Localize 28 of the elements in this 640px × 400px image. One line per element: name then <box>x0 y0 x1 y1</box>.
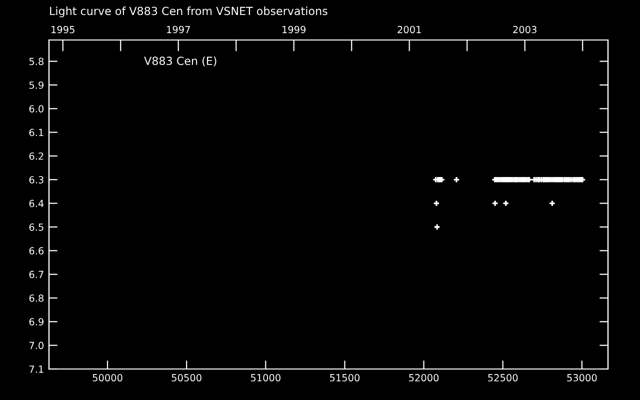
x-tick-label: 53000 <box>567 374 597 382</box>
x-tick-label: 50500 <box>172 374 202 382</box>
x-tick-label: 51500 <box>330 374 360 382</box>
x-tick-label: 50000 <box>92 374 122 382</box>
y-tick-label: 7.1 <box>29 366 44 373</box>
y-tick-label: 7.0 <box>29 342 44 350</box>
x-tick-label: 52000 <box>409 374 439 382</box>
y-tick-label: 6.9 <box>29 318 44 326</box>
y-tick-label: 6.4 <box>29 200 44 208</box>
y-tick-label: 6.3 <box>29 176 44 184</box>
y-tick-label: 6.7 <box>29 270 44 278</box>
x2-tick-label: 1999 <box>282 26 306 34</box>
x2-tick-label: 1995 <box>52 26 74 34</box>
x-tick-label: 51000 <box>250 374 280 382</box>
y-tick-label: 6.6 <box>29 247 44 254</box>
x2-tick-label: 2001 <box>398 26 421 34</box>
chart-title: Light curve of V883 Cen from VSNET observations <box>50 6 328 18</box>
y-tick-label: 6.0 <box>29 105 44 112</box>
x2-tick-label: 2003 <box>513 26 536 34</box>
y-tick-label: 6.2 <box>29 152 44 160</box>
y-tick-label: 6.1 <box>29 128 44 136</box>
y-tick-label: 5.8 <box>29 58 44 66</box>
x2-tick-label: 1997 <box>167 26 190 34</box>
y-tick-label: 6.8 <box>29 294 44 302</box>
x-tick-label: 52500 <box>488 374 518 382</box>
annotation: V883 Cen (E) <box>144 56 216 66</box>
y-tick-label: 6.5 <box>29 223 44 231</box>
y-tick-label: 5.9 <box>29 81 44 89</box>
